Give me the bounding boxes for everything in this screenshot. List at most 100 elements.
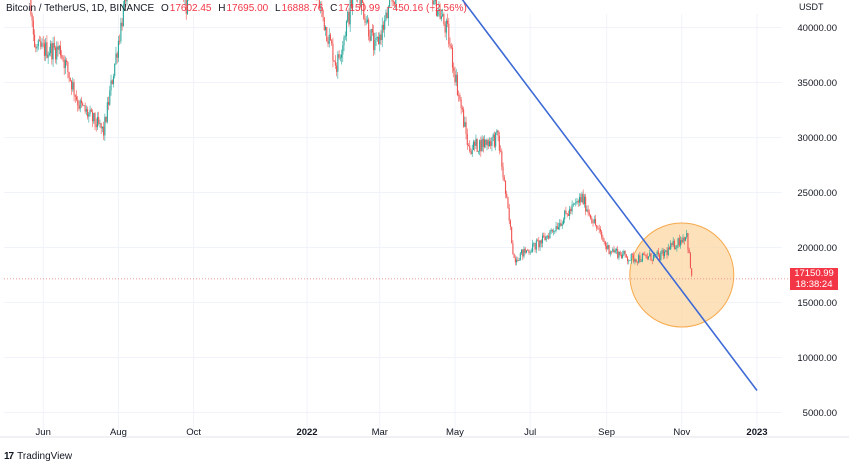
candle-body xyxy=(509,220,511,227)
candle-body xyxy=(334,61,336,66)
candle-body xyxy=(493,134,495,147)
candle-body xyxy=(394,1,396,5)
candle-body xyxy=(634,259,636,262)
candle-body xyxy=(111,80,113,84)
candle-body xyxy=(501,151,503,167)
y-tick-label: 40000.00 xyxy=(797,23,837,34)
candle-body xyxy=(110,80,112,91)
candle-body xyxy=(115,53,117,64)
candle-body xyxy=(671,243,673,245)
tradingview-logo-icon: 17 xyxy=(4,451,14,462)
candle-body xyxy=(114,63,116,77)
symbol-title[interactable]: Bitcoin / TetherUS, 1D, BINANCE xyxy=(6,3,155,14)
candle-body xyxy=(556,226,558,230)
candle-body xyxy=(686,233,688,238)
x-tick-label: May xyxy=(446,427,464,438)
candle-body xyxy=(662,250,664,257)
candle-body xyxy=(678,238,680,246)
candle-body xyxy=(676,245,678,249)
candle-body xyxy=(491,137,493,146)
candle-body xyxy=(83,105,85,106)
candle-body xyxy=(454,70,456,83)
open-label: O xyxy=(160,3,169,14)
candle-body xyxy=(337,54,339,72)
candle-body xyxy=(687,233,689,250)
candle-body xyxy=(51,43,53,60)
open-value: 17602.45 xyxy=(169,3,212,14)
candle-body xyxy=(508,207,510,221)
candle-body xyxy=(481,138,483,152)
candle-body xyxy=(368,19,370,37)
candle-body xyxy=(647,256,650,259)
candle-body xyxy=(377,36,380,45)
candle-body xyxy=(108,102,110,105)
x-tick-label: Jun xyxy=(36,427,51,438)
candle-body xyxy=(466,133,468,146)
candle-body xyxy=(667,247,669,255)
candle-body xyxy=(514,258,516,263)
candle-body xyxy=(549,231,551,239)
candle-body xyxy=(66,60,68,63)
candle-body xyxy=(623,251,625,255)
candle-body xyxy=(482,138,484,147)
candle-body xyxy=(681,240,683,243)
candle-body xyxy=(72,82,74,90)
candle-body xyxy=(352,0,354,8)
candle-body xyxy=(116,53,118,58)
highlight-circle xyxy=(629,222,735,328)
candle-body xyxy=(93,113,95,122)
candle-body xyxy=(480,140,482,152)
candle-body xyxy=(455,74,457,83)
candle-body xyxy=(52,42,54,60)
candle-body xyxy=(640,261,642,262)
candle-body xyxy=(384,19,386,30)
y-tick-label: 35000.00 xyxy=(797,78,837,89)
candle-body xyxy=(594,219,597,226)
candle-body xyxy=(566,213,568,215)
candle-body xyxy=(43,43,45,56)
candle-body xyxy=(567,214,569,216)
candle-body xyxy=(371,29,373,33)
x-tick-label: 2023 xyxy=(746,427,767,438)
candle-body xyxy=(643,253,645,255)
candle-body xyxy=(554,230,556,232)
candle-body xyxy=(321,7,323,10)
candle-body xyxy=(434,0,436,2)
x-tick-label: 2022 xyxy=(296,427,317,438)
candle-body xyxy=(80,100,82,104)
candle-body xyxy=(534,243,536,250)
candle-body xyxy=(336,65,338,72)
candle-body xyxy=(572,204,574,205)
candle-body xyxy=(464,122,466,127)
candle-body xyxy=(38,40,41,42)
candle-body xyxy=(126,0,128,2)
candle-body xyxy=(498,135,500,151)
candle-body xyxy=(78,105,80,109)
candle-body xyxy=(533,243,535,244)
candle-body xyxy=(590,214,592,219)
candle-body xyxy=(82,103,84,106)
candle-body xyxy=(581,193,583,202)
candle-body xyxy=(587,209,589,213)
candle-body xyxy=(117,40,119,58)
candle-body xyxy=(557,226,560,230)
candle-body xyxy=(91,111,94,122)
candle-body xyxy=(520,249,523,254)
candle-body xyxy=(440,16,442,19)
candle-body xyxy=(522,249,524,257)
candle-body xyxy=(380,34,382,41)
candle-body xyxy=(58,45,60,50)
candle-body xyxy=(379,34,381,45)
candle-body xyxy=(392,1,394,3)
candle-body xyxy=(537,240,539,242)
candle-body xyxy=(635,259,637,262)
candle-body xyxy=(460,99,462,109)
footer-brand[interactable]: 17 TradingView xyxy=(4,451,72,462)
candle-body xyxy=(527,250,529,251)
candle-body xyxy=(68,71,70,79)
candle-body xyxy=(614,250,616,253)
close-value: 17150.99 xyxy=(338,3,381,14)
candle-body xyxy=(345,21,348,37)
candle-body xyxy=(560,223,562,226)
